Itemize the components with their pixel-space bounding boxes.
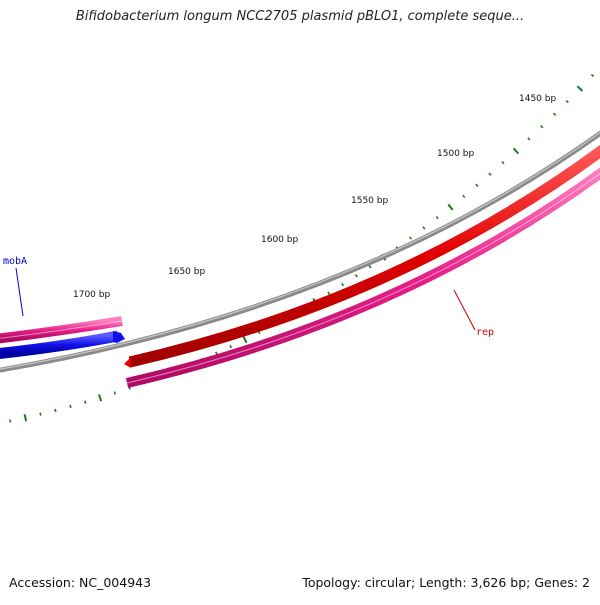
map-summary-text: Topology: circular; Length: 3,626 bp; Ge… — [302, 575, 590, 590]
minor-tick — [368, 264, 372, 269]
minor-tick — [590, 73, 595, 78]
minor-tick — [39, 412, 42, 416]
major-tick — [23, 414, 28, 422]
minor-tick — [408, 236, 413, 240]
minor-tick — [488, 172, 492, 176]
gene-label-mobA[interactable]: mobA — [3, 256, 27, 267]
rep-label-leader — [453, 289, 476, 331]
tick-marks — [9, 73, 595, 423]
major-tick — [242, 336, 248, 344]
gene-mobA-arrowhead — [113, 331, 125, 343]
minor-tick — [69, 404, 72, 409]
tick-label-1600: 1600 bp — [261, 235, 298, 245]
minor-tick — [354, 274, 358, 278]
mobA-label-leader — [15, 267, 24, 317]
minor-tick — [475, 183, 479, 188]
major-tick — [447, 203, 454, 211]
minor-tick — [215, 351, 218, 355]
gene-rep-arrowhead — [124, 357, 131, 368]
minor-tick — [327, 291, 331, 295]
minor-tick — [84, 400, 87, 404]
tick-label-1700: 1700 bp — [73, 290, 110, 300]
minor-tick — [501, 160, 505, 165]
minor-tick — [54, 408, 57, 413]
tick-label-1500: 1500 bp — [437, 149, 474, 159]
gene-mobA[interactable] — [0, 330, 120, 359]
minor-tick — [462, 194, 466, 199]
accession-text: Accession: NC_004943 — [9, 575, 152, 590]
minor-tick — [341, 282, 345, 287]
tick-label-1650: 1650 bp — [168, 267, 205, 277]
tick-labels: 1450 bp 1500 bp 1550 bp 1600 bp 1650 bp … — [73, 94, 556, 300]
minor-tick — [565, 99, 569, 104]
minor-tick — [527, 137, 531, 141]
minor-tick — [229, 344, 233, 349]
map-title: Bifidobacterium longum NCC2705 plasmid p… — [75, 9, 525, 24]
gene-label-rep[interactable]: rep — [476, 327, 494, 338]
cds-track-mobA-outline — [0, 320, 123, 339]
gene-rep[interactable] — [128, 144, 600, 368]
plasmid-backbone-highlight — [0, 131, 600, 370]
major-tick — [98, 394, 103, 402]
major-tick — [512, 147, 520, 155]
tick-label-1550: 1550 bp — [351, 196, 388, 206]
tick-label-1450: 1450 bp — [519, 94, 556, 104]
minor-tick — [435, 215, 439, 220]
major-tick — [576, 85, 584, 92]
plasmid-backbone — [0, 130, 600, 373]
minor-tick — [552, 112, 557, 116]
minor-tick — [9, 419, 12, 423]
minor-tick — [113, 391, 117, 395]
cds-track-rep-outline — [126, 172, 600, 384]
minor-tick — [540, 125, 544, 129]
minor-tick — [422, 226, 426, 230]
